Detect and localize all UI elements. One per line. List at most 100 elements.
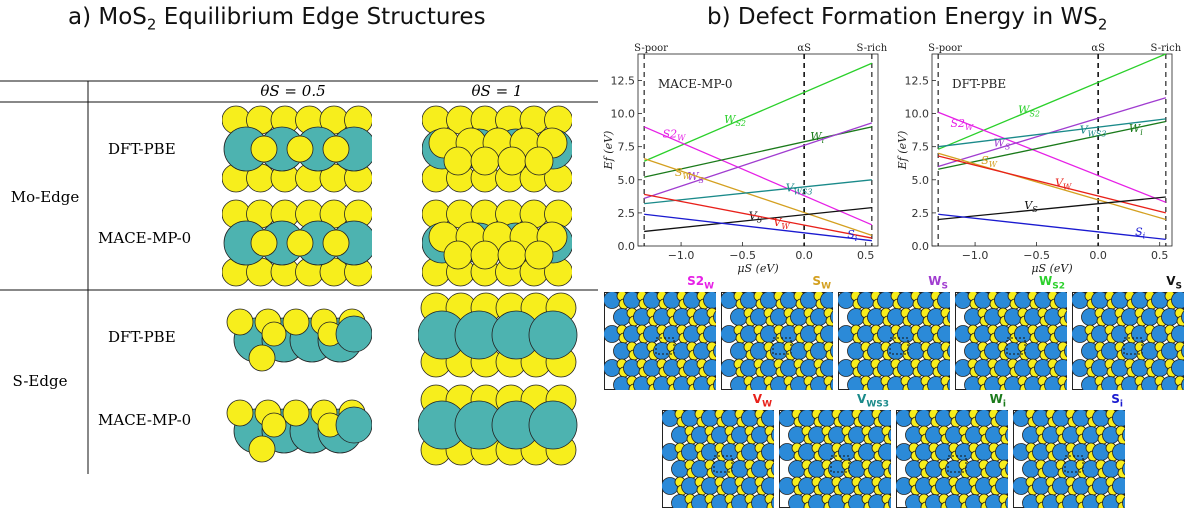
series-label-WS2: WS2	[724, 113, 746, 128]
series-line-VS	[644, 206, 872, 233]
sulfur-atom	[443, 240, 473, 270]
metal-atom	[335, 406, 372, 444]
y-tick-label: 5.0	[912, 174, 930, 187]
defect-structure-r1-2	[838, 292, 950, 390]
sulfur-atom	[286, 135, 314, 163]
plot-frame	[931, 53, 1173, 247]
tungsten-atom	[830, 344, 833, 358]
defect-label-r2-3: Si	[1111, 392, 1123, 410]
y-tick-label: 2.5	[912, 207, 930, 220]
structure-mo-edge-mace-half	[222, 199, 372, 287]
row-label-mo-mace: MACE-MP-0	[98, 229, 191, 247]
series-line-VWS3	[938, 118, 1166, 148]
x-tick-label: 0.5	[1151, 249, 1169, 262]
series-line-Wi	[938, 120, 1166, 170]
y-tick-label: 7.5	[618, 141, 636, 154]
sulfur-atom	[250, 135, 278, 163]
defect-label-r2-1: VWS3	[857, 392, 889, 410]
x-tick-label: −0.5	[1023, 249, 1050, 262]
tungsten-atom	[1005, 496, 1008, 508]
series-line-WS	[643, 122, 873, 199]
defect-structure-r1-3	[955, 292, 1067, 390]
sulfur-atom	[524, 240, 554, 270]
y-tick-label: 10.0	[611, 108, 636, 121]
series-line-WS2	[937, 53, 1167, 150]
series-label-SW: SW	[981, 154, 998, 169]
sulfur-atom	[226, 399, 254, 427]
tungsten-atom	[1005, 428, 1008, 442]
tungsten-atom	[947, 344, 950, 358]
y-tick-label: 7.5	[912, 141, 930, 154]
group-label-s-edge: S-Edge	[13, 372, 68, 390]
x-axis-label: μS (eV)	[1031, 262, 1072, 275]
structure-s-edge-dft-half	[226, 308, 372, 372]
tungsten-atom	[1122, 496, 1125, 508]
defect-structure-r2-2	[896, 410, 1008, 508]
series-line-VS	[938, 196, 1166, 221]
sulfur-atom	[261, 412, 287, 438]
chart-name: MACE-MP-0	[658, 77, 733, 91]
col-header-1: θS = 1	[472, 82, 523, 100]
chart-name: DFT-PBE	[952, 77, 1006, 91]
sulfur-atom	[286, 229, 314, 257]
x-axis-label: μS (eV)	[737, 262, 778, 275]
y-tick-label: 12.5	[611, 74, 636, 87]
top-mark: αS	[797, 43, 811, 54]
sulfur-atom	[226, 308, 254, 336]
defect-box	[655, 337, 675, 355]
top-mark: S-rich	[857, 43, 888, 54]
defect-structure-r2-3	[1013, 410, 1125, 508]
defect-box	[1123, 337, 1143, 355]
defect-label-r1-4: VS	[1166, 274, 1182, 292]
metal-atom	[528, 310, 578, 360]
defect-structure-r2-1	[779, 410, 891, 508]
tungsten-atom	[771, 428, 774, 442]
col-header-0: θS = 0.5	[260, 82, 325, 100]
y-tick-label: 5.0	[618, 174, 636, 187]
tungsten-atom	[713, 344, 716, 358]
series-line-Si	[644, 213, 872, 242]
tungsten-atom	[1181, 378, 1184, 390]
tungsten-atom	[888, 428, 891, 442]
x-tick-label: −0.5	[729, 249, 756, 262]
tungsten-atom	[888, 462, 891, 476]
series-line-VWS3	[644, 179, 872, 205]
x-tick-label: 0.0	[795, 249, 813, 262]
defect-structure-r1-1	[721, 292, 833, 390]
x-tick-label: −1.0	[668, 249, 695, 262]
tungsten-atom	[947, 310, 950, 324]
group-label-mo-edge: Mo-Edge	[11, 188, 80, 206]
x-tick-label: −1.0	[962, 249, 989, 262]
y-axis-label: Ef (eV)	[602, 131, 615, 171]
tungsten-atom	[713, 310, 716, 324]
sulfur-atom	[497, 240, 527, 270]
defect-label-r1-0: S2W	[687, 274, 714, 292]
tungsten-atom	[947, 378, 950, 390]
series-label-S2W: S2W	[663, 127, 687, 142]
sulfur-atom	[443, 146, 473, 176]
tungsten-atom	[1064, 310, 1067, 324]
sulfur-atom	[322, 135, 350, 163]
defect-label-r1-1: SW	[812, 274, 831, 292]
y-tick-label: 0.0	[618, 240, 636, 253]
y-tick-label: 10.0	[905, 108, 930, 121]
series-label-VS: VS	[1024, 199, 1038, 214]
series-label-VW: VW	[773, 216, 790, 231]
tungsten-atom	[713, 378, 716, 390]
top-mark: S-rich	[1151, 43, 1182, 54]
defect-structure-r2-0	[662, 410, 774, 508]
series-label-VWS3: VWS3	[1080, 123, 1107, 138]
sulfur-atom	[250, 229, 278, 257]
edge-structure-table: θS = 0.5 θS = 1 Mo-Edge S-Edge DFT-PBE M…	[0, 80, 598, 474]
sulfur-atom	[497, 146, 527, 176]
structure-s-edge-mace-full	[418, 384, 578, 466]
defect-box	[713, 455, 733, 473]
y-axis-label: Ef (eV)	[896, 131, 909, 171]
sulfur-atom	[248, 435, 276, 463]
series-line-WS2	[643, 62, 873, 162]
series-label-Si: Si	[1135, 225, 1146, 240]
sulfur-atom	[261, 321, 287, 347]
tungsten-atom	[771, 462, 774, 476]
tungsten-atom	[830, 378, 833, 390]
metal-atom	[335, 315, 372, 353]
